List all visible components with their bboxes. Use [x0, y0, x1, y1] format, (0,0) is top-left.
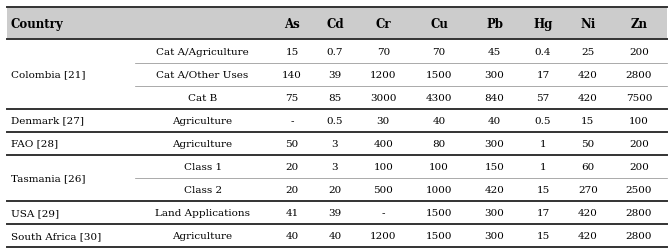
Text: 420: 420 [578, 93, 598, 102]
Text: Class 2: Class 2 [184, 185, 222, 194]
Text: 40: 40 [488, 116, 501, 125]
Text: Agriculture: Agriculture [173, 139, 232, 148]
Text: 25: 25 [582, 47, 594, 56]
Text: 20: 20 [285, 185, 299, 194]
Text: 3: 3 [332, 162, 338, 171]
Text: Agriculture: Agriculture [173, 231, 232, 240]
Text: 300: 300 [484, 231, 505, 240]
Text: 50: 50 [582, 139, 594, 148]
Text: FAO [28]: FAO [28] [11, 139, 58, 148]
Text: 3: 3 [332, 139, 338, 148]
Text: Cat A/Agriculture: Cat A/Agriculture [156, 47, 249, 56]
Text: 40: 40 [328, 231, 342, 240]
Text: 7500: 7500 [626, 93, 653, 102]
Text: Cd: Cd [326, 17, 344, 30]
Text: 420: 420 [484, 185, 505, 194]
Text: 30: 30 [377, 116, 390, 125]
Text: 2800: 2800 [626, 70, 653, 79]
Text: 200: 200 [629, 139, 649, 148]
Text: Hg: Hg [533, 17, 553, 30]
Text: 200: 200 [629, 162, 649, 171]
Text: 1500: 1500 [425, 70, 452, 79]
Text: 50: 50 [285, 139, 299, 148]
Text: Denmark [27]: Denmark [27] [11, 116, 84, 125]
Text: South Africa [30]: South Africa [30] [11, 231, 101, 240]
Text: 1200: 1200 [370, 231, 397, 240]
Text: Zn: Zn [630, 17, 647, 30]
Text: Land Applications: Land Applications [155, 208, 250, 217]
Text: 20: 20 [285, 162, 299, 171]
Text: Agriculture: Agriculture [173, 116, 232, 125]
Text: 200: 200 [629, 47, 649, 56]
Text: 2500: 2500 [626, 185, 653, 194]
Text: Cu: Cu [430, 17, 448, 30]
Text: 420: 420 [578, 208, 598, 217]
Text: 270: 270 [578, 185, 598, 194]
Text: 300: 300 [484, 208, 505, 217]
Text: 300: 300 [484, 139, 505, 148]
Text: 100: 100 [373, 162, 393, 171]
Text: 15: 15 [582, 116, 594, 125]
Text: 45: 45 [488, 47, 501, 56]
Text: 3000: 3000 [370, 93, 397, 102]
Text: Ni: Ni [580, 17, 596, 30]
Text: 150: 150 [484, 162, 505, 171]
Text: 420: 420 [578, 70, 598, 79]
Text: 41: 41 [285, 208, 299, 217]
Text: 15: 15 [536, 185, 549, 194]
Text: Cr: Cr [375, 17, 391, 30]
Text: 1: 1 [539, 162, 546, 171]
Text: -: - [381, 208, 385, 217]
Text: -: - [290, 116, 294, 125]
Text: Colombia [21]: Colombia [21] [11, 70, 85, 79]
Text: 400: 400 [373, 139, 393, 148]
Text: Tasmania [26]: Tasmania [26] [11, 174, 85, 182]
Text: 420: 420 [578, 231, 598, 240]
Text: 1: 1 [539, 139, 546, 148]
Text: 15: 15 [285, 47, 299, 56]
Text: Cat A/Other Uses: Cat A/Other Uses [157, 70, 249, 79]
Text: 80: 80 [432, 139, 446, 148]
Text: 20: 20 [328, 185, 342, 194]
Text: 1500: 1500 [425, 208, 452, 217]
Text: 85: 85 [328, 93, 342, 102]
Text: 17: 17 [536, 208, 549, 217]
Text: 39: 39 [328, 208, 342, 217]
Text: 40: 40 [432, 116, 446, 125]
Text: As: As [284, 17, 300, 30]
Text: Pb: Pb [486, 17, 503, 30]
Text: 70: 70 [377, 47, 390, 56]
Bar [7, 8, 667, 40]
Text: 1000: 1000 [425, 185, 452, 194]
Text: 0.5: 0.5 [535, 116, 551, 125]
Text: 4300: 4300 [425, 93, 452, 102]
Text: 100: 100 [629, 116, 649, 125]
Text: 140: 140 [282, 70, 302, 79]
Text: 300: 300 [484, 70, 505, 79]
Text: 39: 39 [328, 70, 342, 79]
Text: 0.5: 0.5 [327, 116, 343, 125]
Text: 15: 15 [536, 231, 549, 240]
Text: 500: 500 [373, 185, 393, 194]
Text: 2800: 2800 [626, 231, 653, 240]
Text: 17: 17 [536, 70, 549, 79]
Text: 60: 60 [582, 162, 594, 171]
Text: 0.4: 0.4 [535, 47, 551, 56]
Text: 75: 75 [285, 93, 299, 102]
Text: 40: 40 [285, 231, 299, 240]
Text: Class 1: Class 1 [184, 162, 222, 171]
Text: 70: 70 [432, 47, 446, 56]
Text: 840: 840 [484, 93, 505, 102]
Text: Cat B: Cat B [188, 93, 217, 102]
Text: USA [29]: USA [29] [11, 208, 59, 217]
Text: 1200: 1200 [370, 70, 397, 79]
Text: 57: 57 [536, 93, 549, 102]
Text: 100: 100 [429, 162, 449, 171]
Text: Country: Country [11, 17, 64, 30]
Text: 0.7: 0.7 [327, 47, 343, 56]
Text: 1500: 1500 [425, 231, 452, 240]
Text: 2800: 2800 [626, 208, 653, 217]
